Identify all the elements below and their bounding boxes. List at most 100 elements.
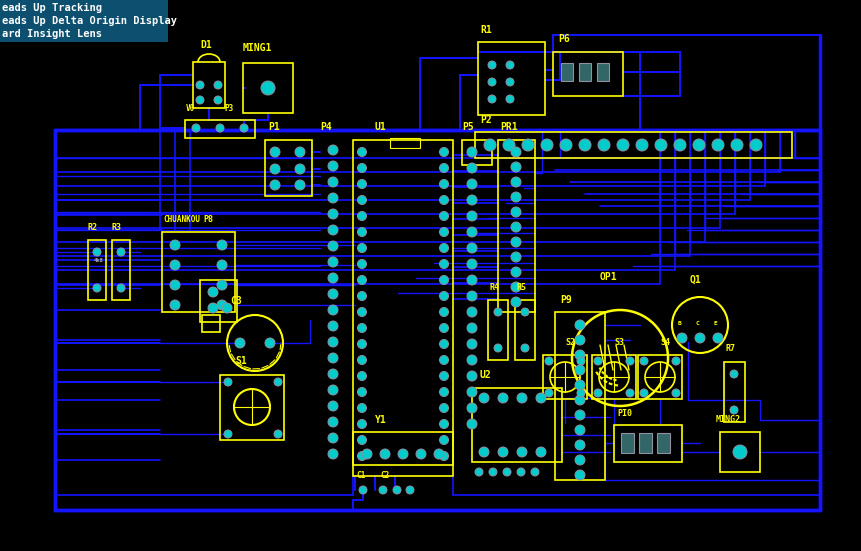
Circle shape: [208, 303, 218, 313]
Bar: [0, 0, 168, 42]
Circle shape: [511, 252, 520, 262]
Bar: [243, 63, 293, 113]
Circle shape: [328, 177, 338, 187]
Circle shape: [357, 148, 366, 156]
Circle shape: [439, 291, 448, 300]
Bar: [579, 63, 591, 81]
Bar: [554, 312, 604, 480]
Circle shape: [574, 455, 585, 465]
Text: C1: C1: [356, 471, 365, 480]
Circle shape: [505, 78, 513, 86]
Bar: [220, 375, 283, 440]
Circle shape: [274, 430, 282, 438]
Circle shape: [493, 308, 501, 316]
Circle shape: [672, 357, 679, 365]
Circle shape: [170, 300, 180, 310]
Circle shape: [487, 78, 495, 86]
Circle shape: [439, 260, 448, 268]
Circle shape: [439, 403, 448, 413]
Circle shape: [467, 339, 476, 349]
Circle shape: [439, 451, 448, 461]
Text: Y1: Y1: [375, 415, 387, 425]
Circle shape: [574, 335, 585, 345]
Circle shape: [195, 81, 204, 89]
Circle shape: [574, 320, 585, 330]
Circle shape: [328, 225, 338, 235]
Circle shape: [192, 124, 200, 132]
Bar: [474, 132, 791, 158]
Bar: [389, 138, 419, 148]
Circle shape: [357, 403, 366, 413]
Circle shape: [574, 470, 585, 480]
Text: MING2: MING2: [715, 415, 740, 424]
Circle shape: [730, 139, 742, 151]
Circle shape: [729, 370, 737, 378]
Circle shape: [439, 323, 448, 332]
Circle shape: [117, 284, 125, 292]
Circle shape: [357, 307, 366, 316]
Circle shape: [222, 303, 232, 313]
Circle shape: [328, 257, 338, 267]
Circle shape: [357, 339, 366, 348]
Bar: [487, 300, 507, 360]
Circle shape: [511, 222, 520, 232]
Circle shape: [393, 486, 400, 494]
Circle shape: [635, 139, 647, 151]
Circle shape: [406, 486, 413, 494]
Circle shape: [672, 389, 679, 397]
Circle shape: [170, 280, 180, 290]
Bar: [162, 232, 235, 312]
Bar: [112, 240, 130, 300]
Circle shape: [294, 147, 305, 157]
Bar: [592, 355, 635, 399]
Circle shape: [511, 177, 520, 187]
Circle shape: [522, 139, 533, 151]
Circle shape: [439, 355, 448, 365]
Circle shape: [467, 211, 476, 221]
Text: PI0: PI0: [616, 409, 631, 418]
Text: U2: U2: [480, 370, 491, 380]
Text: B: B: [678, 321, 681, 326]
Circle shape: [274, 378, 282, 386]
Circle shape: [487, 61, 495, 69]
Circle shape: [517, 468, 524, 476]
Circle shape: [93, 248, 101, 256]
Circle shape: [467, 387, 476, 397]
Circle shape: [357, 323, 366, 332]
Bar: [478, 42, 544, 115]
Circle shape: [439, 148, 448, 156]
Text: eads Up Delta Origin Display: eads Up Delta Origin Display: [2, 16, 177, 26]
Text: 4k8: 4k8: [94, 258, 103, 263]
Circle shape: [498, 393, 507, 403]
Circle shape: [467, 243, 476, 253]
Circle shape: [692, 139, 704, 151]
Circle shape: [328, 417, 338, 427]
Circle shape: [576, 389, 585, 397]
Bar: [353, 432, 453, 476]
Circle shape: [357, 371, 366, 381]
Circle shape: [328, 449, 338, 459]
Text: C: C: [695, 321, 699, 326]
Circle shape: [357, 228, 366, 236]
Circle shape: [467, 403, 476, 413]
Text: Q1: Q1: [689, 275, 701, 285]
Circle shape: [505, 61, 513, 69]
Circle shape: [749, 139, 761, 151]
Circle shape: [511, 282, 520, 292]
Bar: [472, 388, 561, 462]
Text: R3: R3: [112, 223, 122, 232]
Circle shape: [328, 241, 338, 251]
Circle shape: [269, 164, 280, 174]
Circle shape: [574, 410, 585, 420]
Circle shape: [217, 260, 226, 270]
Circle shape: [593, 357, 601, 365]
Circle shape: [493, 344, 501, 352]
Bar: [264, 140, 312, 196]
Bar: [55, 130, 819, 510]
Circle shape: [239, 124, 248, 132]
Circle shape: [536, 447, 545, 457]
Circle shape: [357, 387, 366, 397]
Circle shape: [357, 451, 366, 461]
Circle shape: [214, 81, 222, 89]
Circle shape: [732, 445, 746, 459]
